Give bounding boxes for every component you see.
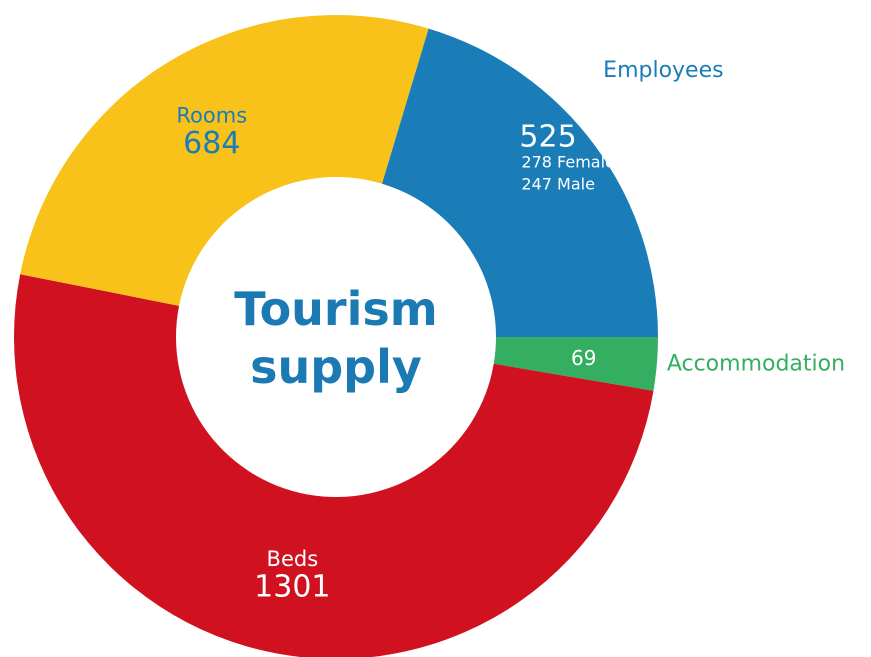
- donut-segment: [20, 15, 429, 306]
- value-label: 69: [571, 346, 596, 370]
- donut-segment: [382, 28, 658, 337]
- segment-name: Beds: [267, 547, 319, 571]
- value-label: 684: [183, 126, 240, 161]
- segment-name: Employees: [603, 58, 723, 83]
- value-detail: 278 Female: [521, 153, 614, 172]
- donut-segment: [14, 274, 654, 657]
- chart-title: Tourism supply: [234, 282, 438, 394]
- value-label: 1301: [254, 570, 330, 605]
- donut-segment: [493, 337, 658, 391]
- value-label: 525: [519, 120, 576, 155]
- value-detail: 247 Male: [521, 175, 595, 194]
- segment-name: Accommodation: [667, 352, 845, 377]
- segment-name: Rooms: [176, 103, 247, 127]
